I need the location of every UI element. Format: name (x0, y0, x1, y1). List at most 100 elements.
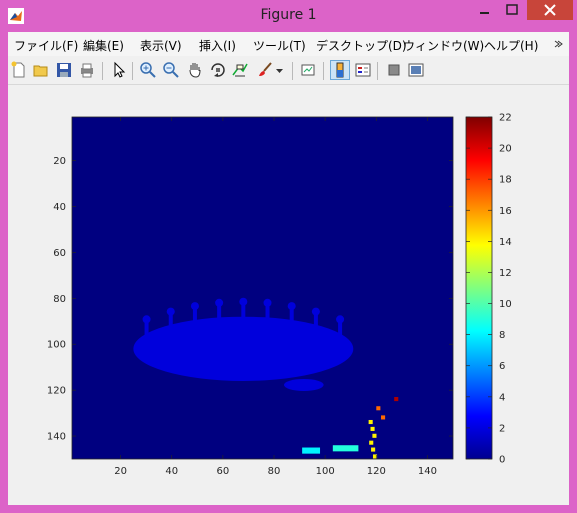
insert-legend-icon[interactable] (354, 61, 372, 79)
x-tick-label: 120 (367, 466, 386, 477)
edit-plot-arrow-icon[interactable] (109, 61, 127, 79)
colorbar-tick-label: 12 (499, 268, 512, 279)
toolbar-separator (102, 62, 103, 80)
colorbar-tick-label: 4 (499, 392, 505, 403)
colorbar-tick-label: 0 (499, 455, 505, 466)
colorbar-tick-label: 14 (499, 237, 512, 248)
link-plot-icon[interactable] (299, 61, 317, 79)
heatmap-region-main-blob-spike-tip (239, 297, 248, 306)
heatmap-region-yellow-points-cell (368, 419, 373, 425)
heatmap-region-main-blob-spike (217, 303, 222, 322)
x-tick-label: 140 (418, 466, 437, 477)
x-tick-label: 40 (165, 466, 178, 477)
close-button[interactable] (527, 0, 573, 20)
matlab-icon (8, 8, 24, 24)
open-file-icon[interactable] (32, 61, 50, 79)
heatmap-region-main-blob-drip (284, 378, 324, 391)
heatmap-figure: 20 40 60 80 100 120 140 20 40 60 80 100 120 140 0 2 4 6… (47, 113, 512, 478)
y-tick-label: 120 (47, 386, 66, 397)
menu-edit[interactable]: 編集(E) (83, 39, 124, 53)
menu-bar: ファイル(F) 編集(E) 表示(V) 挿入(I) ツール(T) デスクトップ(… (8, 32, 569, 56)
colorbar-tick-label: 18 (499, 175, 512, 186)
title-bar[interactable]: Figure 1 (0, 0, 577, 32)
heatmap-region-main-blob-spike (338, 320, 343, 339)
y-tick-label: 140 (47, 432, 66, 443)
heatmap-region-main-blob-spike (168, 312, 173, 331)
heatmap-region-main-blob-spike (144, 320, 149, 339)
save-icon[interactable] (55, 61, 73, 79)
heatmap-region-bottom-teal-strip (302, 447, 321, 454)
zoom-in-icon[interactable] (139, 61, 157, 79)
toolbar-separator (132, 62, 133, 80)
heatmap-region-main-blob-spike (313, 312, 318, 331)
x-tick-label: 60 (216, 466, 229, 477)
brush-icon[interactable] (256, 61, 274, 79)
heatmap-region-bottom-lightgreen-strip (332, 445, 359, 452)
menu-overflow-chevron-icon[interactable] (553, 39, 563, 49)
figure-toolbar (8, 58, 569, 85)
menu-view[interactable]: 表示(V) (140, 39, 182, 53)
menu-window[interactable]: ウィンドウ(W) (403, 39, 485, 53)
show-plot-tools-icon[interactable] (407, 61, 425, 79)
insert-colorbar-icon (336, 62, 344, 78)
heatmap-region-main-blob-spike-tip (287, 302, 296, 311)
menu-tools[interactable]: ツール(T) (253, 39, 306, 53)
colorbar-tick-label: 22 (499, 113, 512, 124)
colorbar-tick-label: 2 (499, 423, 505, 434)
toolbar-separator (292, 62, 293, 80)
colorbar-tick-label: 8 (499, 330, 505, 341)
heatmap-region-yellow-points-cell (372, 454, 378, 459)
y-tick-label: 100 (47, 340, 66, 351)
heatmap-region-main-blob-spike-tip (190, 302, 199, 311)
new-figure-icon[interactable] (10, 61, 28, 79)
data-cursor-icon[interactable] (231, 61, 249, 79)
heatmap-region-red-point-cell (394, 397, 399, 402)
brush-dropdown-icon[interactable] (276, 69, 283, 74)
y-tick-label: 20 (53, 156, 66, 167)
x-tick-label: 100 (316, 466, 335, 477)
colorbar-tick-label: 16 (499, 206, 512, 217)
heatmap-region-main-blob-spike-tip (142, 315, 151, 324)
heatmap-region-yellow-points-cell (372, 433, 377, 438)
axes-frame (71, 116, 454, 460)
figure-canvas: 20 40 60 80 100 120 140 20 40 60 80 100 120 140 0 2 4 6… (8, 85, 569, 505)
heatmap-region-main-blob-spike-tip (311, 307, 320, 316)
heatmap-axes[interactable]: 20 40 60 80 100 120 140 20 40 60 80 100 120 140 (47, 116, 454, 477)
print-icon[interactable] (78, 61, 96, 79)
heatmap-region-main-blob-spike (289, 307, 294, 326)
x-tick-label: 80 (268, 466, 281, 477)
y-tick-label: 80 (53, 294, 66, 305)
pan-hand-icon[interactable] (186, 61, 204, 79)
heatmap-region-main-blob-spike (265, 303, 270, 322)
menu-insert[interactable]: 挿入(I) (199, 39, 236, 53)
heatmap-region-main-blob-spike (192, 307, 197, 326)
heatmap-region-main-blob-spike-tip (215, 298, 224, 307)
heatmap-region-main-blob-spike-tip (263, 298, 272, 307)
heatmap-region-yellow-points-cell (369, 440, 374, 445)
insert-colorbar-button[interactable] (330, 60, 350, 80)
x-tick-label: 20 (114, 466, 127, 477)
menu-desktop[interactable]: デスクトップ(D) (316, 39, 407, 53)
rotate-3d-icon[interactable] (209, 61, 227, 79)
colorbar-tick-label: 6 (499, 361, 505, 372)
figure-client-area: ファイル(F) 編集(E) 表示(V) 挿入(I) ツール(T) デスクトップ(… (8, 32, 569, 505)
heatmap-region-orange-points-cell (376, 406, 381, 411)
heatmap-region-main-blob-spike-tip (166, 307, 175, 316)
menu-help[interactable]: ヘルプ(H) (484, 39, 539, 53)
y-tick-label: 40 (53, 202, 66, 213)
hide-plot-tools-icon[interactable] (385, 61, 403, 79)
maximize-button[interactable] (498, 0, 526, 20)
toolbar-separator (377, 62, 378, 80)
heatmap-region-yellow-points-cell (370, 426, 375, 431)
zoom-out-icon[interactable] (162, 61, 180, 79)
menu-file[interactable]: ファイル(F) (14, 39, 79, 53)
toolbar-separator (323, 62, 324, 80)
window-title: Figure 1 (260, 7, 317, 23)
minimize-button[interactable] (470, 0, 498, 20)
colorbar[interactable]: 0 2 4 6 8 10 12 14 16 18 20 22 (465, 113, 512, 466)
heatmap-region-yellow-points-cell (371, 447, 376, 452)
colorbar-tick-label: 20 (499, 144, 512, 155)
close-icon (544, 4, 556, 16)
y-tick-label: 60 (53, 248, 66, 259)
